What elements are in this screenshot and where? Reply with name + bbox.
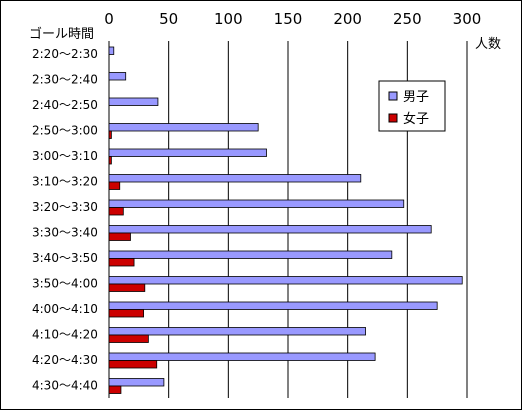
category-label: 2:40～2:50 (32, 98, 98, 112)
category-label: 4:20～4:30 (32, 353, 98, 367)
category-label: 3:50～4:00 (32, 276, 98, 290)
bar-male (108, 276, 463, 285)
bar-male (108, 378, 165, 387)
x-tick-labels: 0 50 100 150 200 250 300 (104, 10, 481, 28)
category-label: 4:00～4:10 (32, 302, 98, 316)
legend-label-male: 男子 (403, 90, 429, 105)
category-label: 3:20～3:30 (32, 200, 98, 214)
x-tick-label: 250 (393, 10, 422, 28)
category-label: 4:10～4:20 (32, 327, 98, 341)
bar-female (108, 360, 158, 369)
category-label: 3:40～3:50 (32, 251, 98, 265)
x-tick-label: 300 (453, 10, 482, 28)
bar-female (108, 258, 135, 267)
bar-male (108, 97, 159, 106)
legend-box (378, 80, 446, 132)
bar-male (108, 123, 259, 132)
category-label: 4:30～4:40 (32, 378, 98, 392)
x-tick-label: 50 (159, 10, 178, 28)
bar-male (108, 174, 362, 183)
legend-swatch-female (388, 113, 398, 123)
x-tick-label: 200 (333, 10, 362, 28)
bar-male (108, 199, 405, 208)
bars (108, 46, 463, 394)
bar-male (108, 327, 366, 336)
bar-female (108, 207, 124, 216)
bar-male (108, 225, 432, 234)
category-labels: 2:20～2:30 2:30～2:40 2:40～2:50 2:50～3:00 3:00… (32, 47, 98, 393)
bar-female (108, 232, 131, 241)
category-label: 3:10～3:20 (32, 174, 98, 188)
bar-female (108, 385, 122, 394)
bar-male (108, 148, 267, 157)
legend-swatch-male (388, 91, 398, 101)
legend-label-female: 女子 (403, 111, 429, 127)
bar-female (108, 156, 112, 165)
bar-male (108, 352, 376, 361)
category-label: 2:30～2:40 (32, 72, 98, 86)
category-label: 3:30～3:40 (32, 225, 98, 239)
bar-female (108, 309, 145, 318)
bar-female (108, 130, 112, 139)
x-tick-label: 100 (214, 10, 243, 28)
category-label: 3:00～3:10 (32, 149, 98, 163)
bar-female (108, 334, 149, 343)
bar-male (108, 301, 438, 310)
x-tick-label: 150 (274, 10, 303, 28)
bar-male (108, 250, 393, 259)
category-label: 2:50～3:00 (32, 123, 98, 137)
bar-female (108, 283, 146, 292)
legend: 男子 女子 (378, 80, 446, 132)
y-axis-title: ゴール時間 (29, 26, 94, 42)
x-axis-title: 人数 (475, 37, 501, 52)
x-tick-label: 0 (104, 10, 114, 28)
category-label: 2:20～2:30 (32, 47, 98, 61)
bar-female (108, 181, 121, 190)
bar-male (108, 72, 127, 81)
bar-male (108, 46, 115, 55)
